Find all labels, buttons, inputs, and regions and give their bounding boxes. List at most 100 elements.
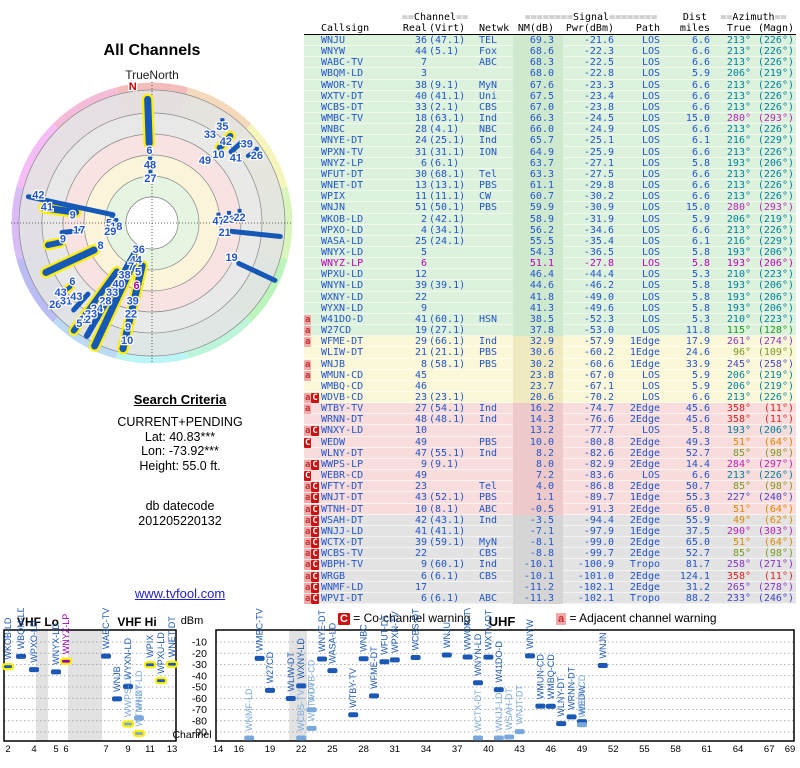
table-row: a C WSAH-DT 42 (43.1) Ind -3.5 -94.4 2Edge 55.9 49… <box>304 514 796 526</box>
table-row: a C WBPH-TV 9 (60.1) Ind -10.1 -100.9 Tropo 81.7 2… <box>304 559 796 571</box>
cell-callsign: WKOB-LD <box>321 213 364 225</box>
cell-callsign: WFTY-DT <box>321 481 364 493</box>
table-row: C WEBR-CD 49 7.2 -83.6 LOS 6.6 213° (226°) <box>304 470 796 482</box>
radar-channel-label: 23 <box>85 308 97 320</box>
signal-point <box>473 680 483 686</box>
cell-callsign: WXNY-LD <box>321 291 364 303</box>
radar-channel-label: 24 <box>91 303 104 315</box>
cell-callsign: WTNH-DT <box>321 503 364 515</box>
signal-callsign-label: WYXN-LD <box>123 638 133 680</box>
signal-point <box>369 693 379 699</box>
signal-callsign-label: W27CD <box>265 651 275 683</box>
uhf-label: UHF <box>489 614 516 629</box>
table-row: WABC-TV 7 ABC 68.3 -22.5 LOS 6.6 213° (226°) <box>304 57 796 69</box>
table-group-header: ==Channel== ========Signal======== Dist ==A… <box>401 12 787 23</box>
radar-bar <box>144 95 153 147</box>
signal-point <box>59 657 73 665</box>
tvfool-link[interactable]: www.tvfool.com <box>134 586 226 601</box>
table-row: a C WNMF-LD 17 -11.2 -102.1 2Edge 31.2 265° (278°… <box>304 581 796 593</box>
signal-point <box>348 712 359 718</box>
radar-channel-label: 6 <box>146 145 152 157</box>
signal-callsign-label: WCBS-DT <box>411 608 421 650</box>
adjacent-channel-warning-icon: a <box>304 404 312 415</box>
co-channel-warning-icon: C <box>311 493 319 504</box>
radar-dot <box>220 118 225 123</box>
radar-channel-label: 41 <box>41 201 53 213</box>
cell-callsign: WPIX <box>321 191 346 203</box>
signal-callsign-label: WEDW <box>577 685 587 715</box>
table-row: WNET-DT 13 (13.1) PBS 61.1 -29.8 LOS 6.6 213° (22… <box>304 180 796 192</box>
signal-point <box>123 684 133 690</box>
dbm-tick-label: -20 <box>192 648 207 660</box>
radar-bar <box>70 268 120 334</box>
signal-callsign-label: WKOB-LD <box>3 617 13 660</box>
table-row: WMBQ-CD 46 23.7 -67.1 LOS 5.9 206° (219°) <box>304 380 796 392</box>
cell-callsign: WNJN <box>321 202 346 214</box>
adjacent-channel-warning-icon: a <box>304 504 312 515</box>
signal-point <box>483 654 494 660</box>
cell-callsign: WLNY-DT <box>321 447 364 459</box>
channel-tick-label: 7 <box>103 744 108 755</box>
radar-bar <box>42 246 98 276</box>
tvfool-link-wrap: www.tvfool.com <box>30 586 330 601</box>
adjacent-channel-warning-icon: a <box>304 560 312 571</box>
co-channel-icon: C <box>338 613 350 625</box>
cell-callsign: WNBC <box>321 124 346 136</box>
table-row: a C WNJT-DT 43 (52.1) PBS 1.1 -89.7 1Edge 55.3 227… <box>304 492 796 504</box>
radar-channel-label: 9 <box>125 322 131 334</box>
signal-point <box>473 735 483 741</box>
signal-callsign-label: WLIW-DT <box>286 652 296 692</box>
signal-callsign-label: WFME-DT <box>369 646 379 689</box>
adjacent-channel-warning-icon: a <box>304 426 312 437</box>
cell-callsign: WWOR-TV <box>321 79 364 91</box>
channel-tick-label: 69 <box>785 744 796 755</box>
signal-callsign-label: WNJU <box>442 622 452 648</box>
radar-channel-label: 8 <box>98 240 104 252</box>
vhf-hi-label: VHF Hi <box>117 615 156 629</box>
table-row: a WFME-DT 29 (66.1) Ind 32.9 -57.9 1Edge 17.9 261… <box>304 336 796 348</box>
table-row: C WEDW 49 PBS 10.0 -80.8 2Edge 49.3 51° (64°) <box>304 436 796 448</box>
signal-point <box>556 721 567 727</box>
table-row: WXTV-DT 40 (41.1) Uni 67.5 -23.4 LOS 6.6 213° (22… <box>304 90 796 102</box>
table-row: a C WNJJ-LD 41 (41.1) -7.1 -97.9 1Edge 37.5 290°(… <box>304 525 796 538</box>
radar-bar <box>83 248 139 339</box>
signal-callsign-label: WPXN-TV <box>390 611 400 653</box>
radar-channel-label: 12 <box>79 314 91 326</box>
radar-bar <box>40 204 80 216</box>
cell-callsign: WFUT-DT <box>321 168 364 180</box>
co-channel-warning-icon: C <box>311 560 319 571</box>
table-row: WYXN-LD 9 41.3 -49.6 LOS 5.8 193° (206°) <box>304 302 796 314</box>
cell-callsign: WPXO-LD <box>321 224 364 236</box>
signal-callsign-label: WPIX <box>145 635 155 658</box>
signal-callsign-label: WDVB-CD <box>307 659 317 702</box>
signal-callsign-label: WMUN-CD <box>535 654 545 699</box>
adjacent-channel-warning-icon: a <box>304 526 312 537</box>
channel-tick-label: 5 <box>53 744 58 755</box>
cell-callsign: WNMF-LD <box>321 581 364 593</box>
radar-channel-label: 7 <box>128 261 134 273</box>
channel-tick-label: 9 <box>125 744 130 755</box>
signal-callsign-label: WTBY-TV <box>348 668 358 708</box>
radar-channel-label: 42 <box>32 190 44 202</box>
channel-tick-label: 46 <box>546 744 557 755</box>
signal-callsign-label: WXTV-DT <box>483 609 493 650</box>
cell-callsign: WFME-DT <box>321 336 364 348</box>
signal-point <box>134 715 144 721</box>
cell-callsign: WNYN-LD <box>321 280 364 292</box>
signal-point <box>306 725 317 731</box>
radar-bar <box>44 239 64 249</box>
radar-dot <box>114 218 119 223</box>
signal-callsign-label: WASA-LD <box>327 622 337 663</box>
co-channel-warning-icon: C <box>304 437 312 448</box>
signal-callsign-label: WNXY-LD <box>134 670 144 711</box>
signal-point <box>296 683 307 689</box>
adjacent-channel-icon: a <box>556 613 567 625</box>
radar-channel-label: 19 <box>225 252 237 264</box>
adjacent-channel-warning-icon: a <box>304 515 312 526</box>
radar-channel-label: 18 <box>110 221 122 233</box>
search-lon: Lon: -73.92*** <box>141 444 219 458</box>
signal-point <box>493 735 504 741</box>
search-criteria: Search Criteria CURRENT+PENDING Lat: 40.… <box>30 392 330 528</box>
adjacent-channel-warning-icon: a <box>304 538 312 549</box>
